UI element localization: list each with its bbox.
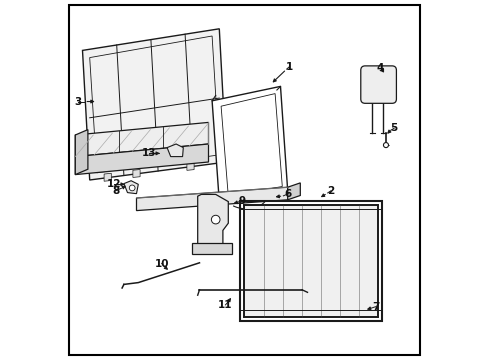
Polygon shape (212, 86, 287, 202)
Circle shape (129, 185, 135, 191)
Polygon shape (197, 194, 228, 247)
Circle shape (383, 143, 387, 148)
Text: 6: 6 (284, 189, 291, 199)
Polygon shape (75, 144, 208, 175)
Polygon shape (82, 29, 226, 180)
Polygon shape (186, 162, 194, 170)
Text: 10: 10 (154, 258, 169, 269)
Polygon shape (123, 181, 138, 194)
Polygon shape (75, 130, 88, 175)
Text: 2: 2 (326, 186, 334, 196)
Text: 13: 13 (142, 148, 156, 158)
Text: 9: 9 (238, 195, 245, 206)
Text: 4: 4 (376, 63, 384, 73)
Text: 12: 12 (107, 179, 121, 189)
Text: 3: 3 (74, 96, 81, 107)
Polygon shape (136, 187, 287, 211)
Text: 7: 7 (371, 302, 379, 312)
Text: 1: 1 (285, 62, 292, 72)
Circle shape (211, 215, 220, 224)
Text: 11: 11 (218, 300, 232, 310)
Polygon shape (244, 205, 377, 317)
Polygon shape (192, 243, 231, 254)
Polygon shape (104, 173, 111, 181)
Polygon shape (133, 170, 140, 177)
Polygon shape (75, 122, 208, 157)
Text: 8: 8 (112, 186, 119, 196)
Polygon shape (287, 183, 300, 200)
Text: 5: 5 (390, 123, 397, 133)
FancyBboxPatch shape (360, 66, 396, 103)
Polygon shape (167, 144, 183, 157)
